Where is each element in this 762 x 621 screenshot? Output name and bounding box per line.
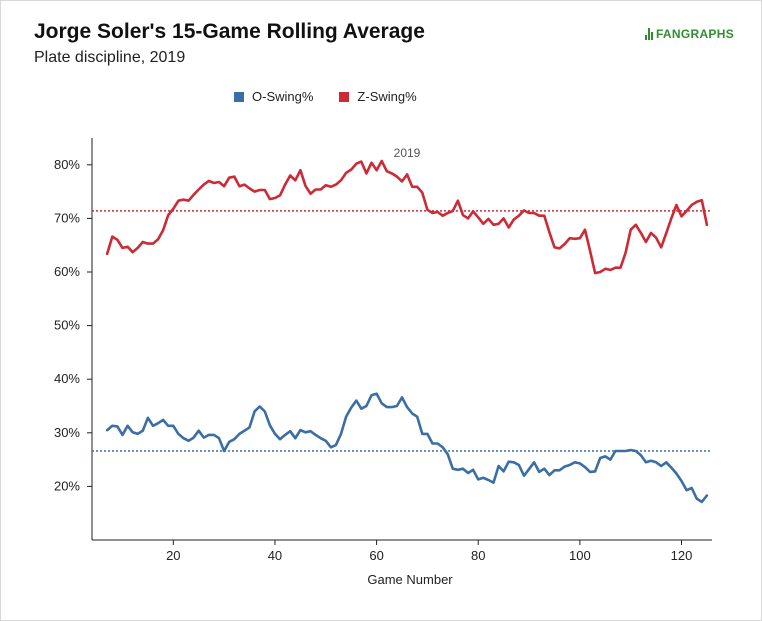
y-tick-label: 60%: [54, 264, 80, 279]
series-lines: [105, 159, 709, 504]
y-tick-label: 30%: [54, 425, 80, 440]
series-line-z-swing: [105, 159, 709, 275]
y-tick-label: 20%: [54, 478, 80, 493]
x-tick-label: 40: [268, 548, 282, 563]
chart-subtitle: Plate discipline, 2019: [34, 49, 186, 66]
legend-item-z-swing: Z-Swing%: [339, 89, 417, 104]
x-tick-label: 20: [166, 548, 180, 563]
chart-legend: O-Swing% Z-Swing%: [234, 89, 417, 104]
y-tick-label: 40%: [54, 371, 80, 386]
legend-item-o-swing: O-Swing%: [234, 89, 313, 104]
series-line-o-swing: [105, 392, 709, 504]
x-tick-label: 60: [369, 548, 383, 563]
legend-swatch-o-swing: [234, 91, 244, 102]
fangraphs-bars-icon: [644, 28, 654, 40]
legend-label-o-swing: O-Swing%: [252, 89, 314, 104]
x-tick-label: 80: [471, 548, 485, 563]
y-tick-label: 80%: [54, 157, 80, 172]
chart-title: Jorge Soler's 15-Game Rolling Average: [34, 20, 425, 43]
legend-swatch-z-swing: [339, 91, 350, 102]
x-tick-label: 120: [671, 548, 693, 563]
y-tick-label: 50%: [54, 318, 80, 333]
chart-axes: 20% 30% 40% 50% 60% 70% 80% 20 40 60 80 100 120: [54, 138, 712, 563]
legend-label-z-swing: Z-Swing%: [357, 89, 417, 104]
x-tick-label: 100: [569, 548, 591, 563]
average-lines: [92, 210, 712, 452]
x-axis-title: Game Number: [367, 572, 453, 587]
logo-text: FANGRAPHS: [655, 27, 734, 41]
season-label: 2019: [394, 146, 421, 160]
fangraphs-logo[interactable]: FANGRAPHS: [644, 27, 734, 41]
y-tick-label: 70%: [54, 210, 80, 225]
